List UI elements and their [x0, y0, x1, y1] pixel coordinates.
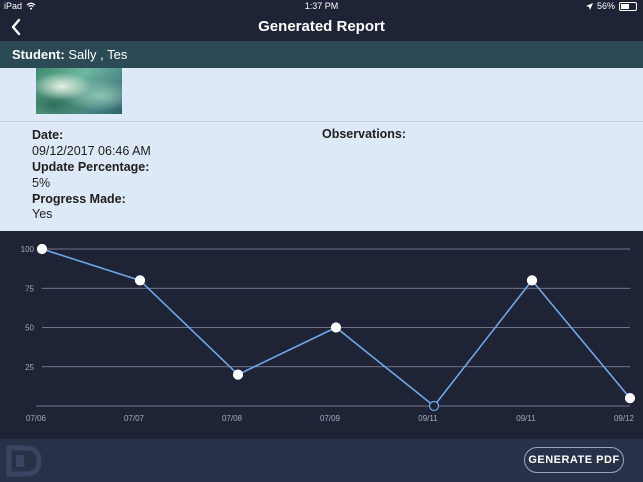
y-tick-label: 50: [25, 324, 34, 333]
status-time: 1:37 PM: [304, 1, 339, 11]
y-tick-label: 75: [25, 284, 34, 293]
data-point: [36, 243, 48, 255]
battery-level: [621, 3, 629, 9]
app-logo-icon: [6, 445, 42, 477]
report-details-panel: Date: 09/12/2017 06:46 AM Update Percent…: [0, 68, 643, 231]
data-point: [134, 275, 146, 286]
back-chevron-icon[interactable]: [6, 15, 30, 39]
location-arrow-icon: [585, 2, 593, 10]
x-tick-label: 07/06: [26, 414, 47, 423]
data-point: [428, 400, 440, 412]
date-label: Date:: [32, 128, 64, 142]
status-right: 56%: [585, 1, 637, 11]
date-value: 09/12/2017 06:46 AM: [32, 144, 151, 158]
x-tick-label: 09/11: [516, 414, 536, 423]
x-tick-label: 09/11: [418, 414, 438, 423]
battery-percentage: 56%: [596, 1, 615, 11]
x-tick-label: 07/07: [124, 414, 145, 423]
navigation-bar: Generated Report: [0, 13, 643, 41]
x-tick-label: 07/08: [222, 414, 243, 423]
student-bar: Student: Sally , Tes: [0, 41, 643, 68]
y-tick-label: 25: [25, 363, 34, 372]
progress-made-value: Yes: [32, 207, 53, 221]
student-label: Student:: [12, 47, 65, 62]
data-point: [232, 369, 244, 380]
battery-icon: [619, 1, 637, 11]
student-name: Sally , Tes: [68, 47, 128, 62]
wifi-icon: [26, 2, 36, 10]
observations-label: Observations:: [322, 127, 407, 141]
footer-bar: GENERATE PDF: [0, 439, 643, 482]
divider: [0, 121, 643, 122]
y-tick-label: 100: [21, 245, 35, 254]
device-name: iPad: [4, 1, 23, 11]
update-percentage-label: Update Percentage:: [32, 160, 150, 174]
data-point: [526, 275, 538, 286]
status-bar: iPad 1:37 PM 56%: [0, 0, 643, 13]
progress-made-label: Progress Made:: [32, 192, 126, 206]
progress-chart: 100 75 50 25 07/06 07/07 07/08 07/09 09/11 09/11 0…: [0, 231, 643, 439]
x-tick-label: 09/12: [614, 414, 635, 423]
data-point: [330, 322, 342, 333]
update-percentage-value: 5%: [32, 176, 51, 190]
line-chart: 100 75 50 25 07/06 07/07 07/08 07/09 09/11 09/11 0…: [21, 243, 636, 423]
page-title: Generated Report: [258, 18, 385, 35]
data-point: [624, 393, 636, 404]
student-info: Student: Sally , Tes: [12, 47, 127, 62]
report-photo-thumbnail[interactable]: [36, 68, 122, 114]
status-left: iPad: [4, 1, 36, 11]
generate-pdf-button[interactable]: GENERATE PDF: [524, 447, 624, 473]
x-tick-label: 07/09: [320, 414, 341, 423]
